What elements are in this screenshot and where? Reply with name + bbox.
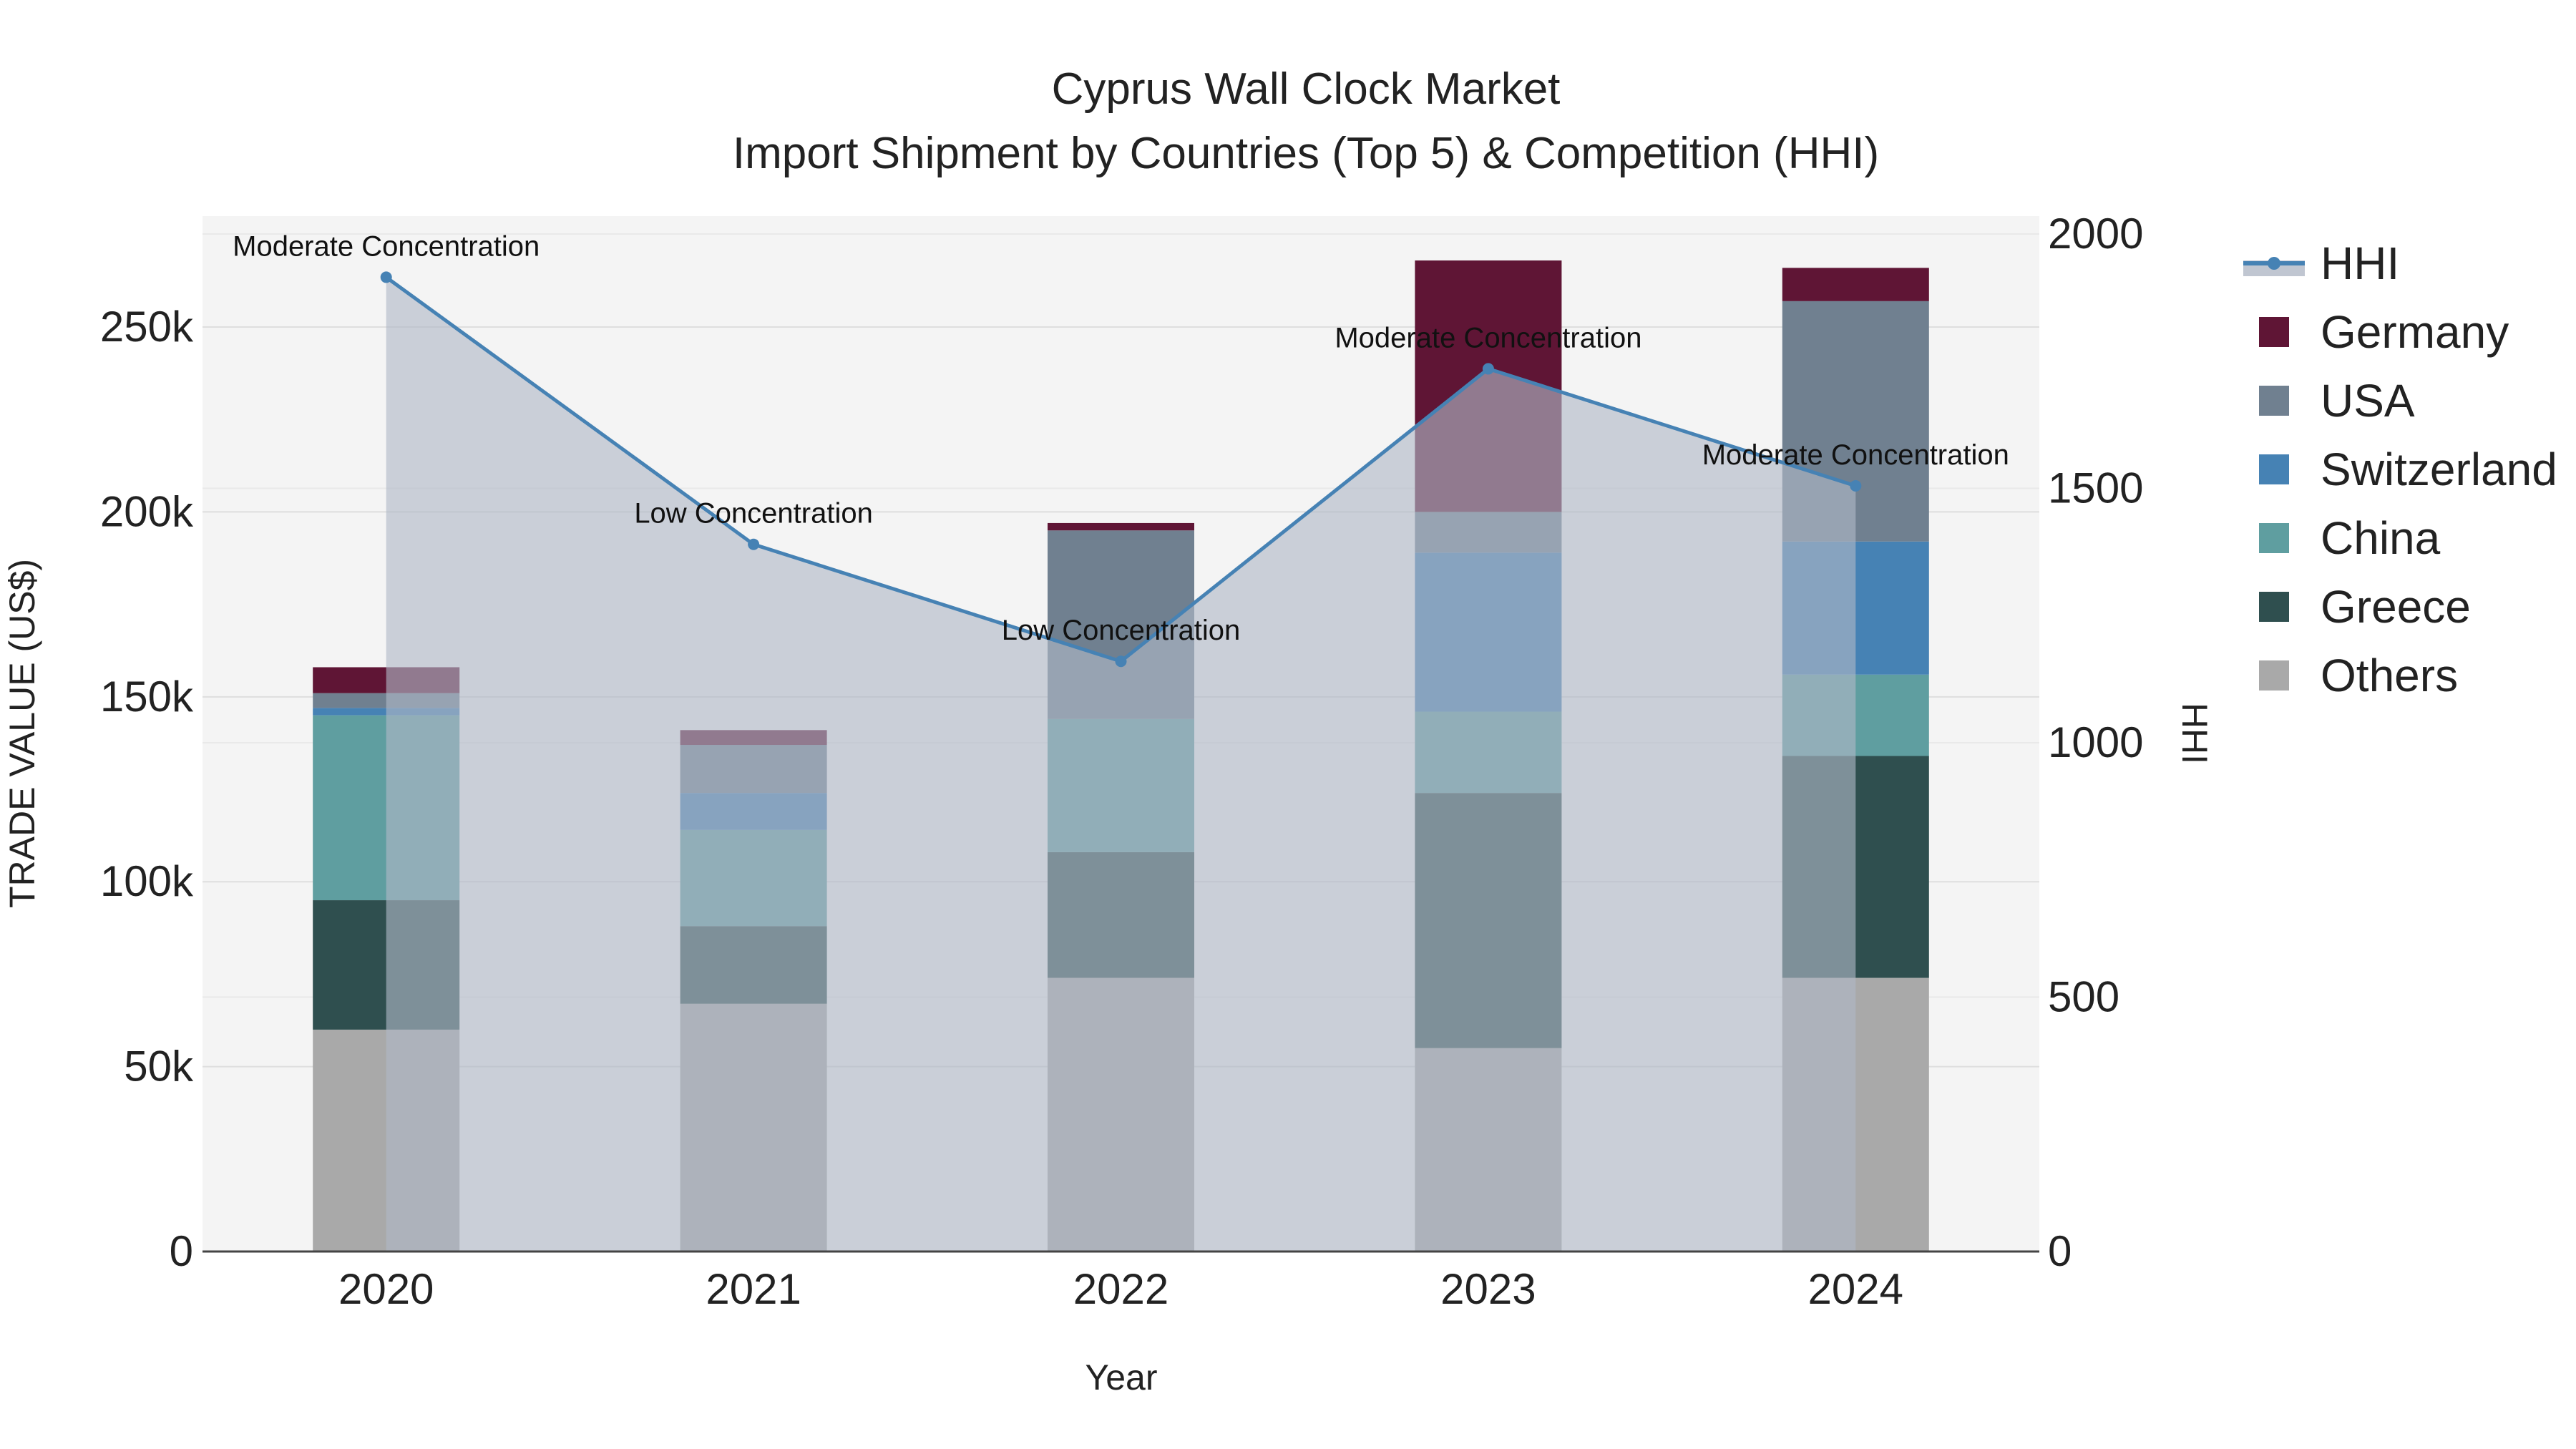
y-tick-150k: 150k — [100, 673, 194, 721]
hhi-point-2024[interactable] — [1850, 479, 1862, 492]
hhi-area — [386, 277, 1856, 1252]
legend-label-hhi[interactable]: HHI — [2321, 238, 2399, 289]
hhi-label-2024: Moderate Concentration — [1702, 439, 2009, 471]
legend-label-usa[interactable]: USA — [2321, 375, 2415, 426]
y2-tick-500: 500 — [2048, 973, 2119, 1021]
legend-label-switzerland[interactable]: Switzerland — [2321, 444, 2557, 495]
x-tick-labels: 2020 2021 2022 2023 2024 — [338, 1265, 1903, 1313]
y-axis-title: TRADE VALUE (US$) — [2, 559, 42, 908]
chart-title: Cyprus Wall Clock Market — [1052, 64, 1561, 114]
y-tick-50k: 50k — [124, 1043, 194, 1091]
x-tick-2023: 2023 — [1440, 1265, 1536, 1313]
hhi-point-2020[interactable] — [380, 271, 392, 283]
y-tick-100k: 100k — [100, 857, 194, 905]
legend-label-germany[interactable]: Germany — [2321, 306, 2509, 358]
legend-label-china[interactable]: China — [2321, 512, 2441, 564]
y2-tick-1000: 1000 — [2048, 718, 2143, 766]
legend-label-others[interactable]: Others — [2321, 650, 2458, 701]
legend-swatch-switzerland — [2259, 454, 2289, 484]
legend-swatch-hhi-marker — [2268, 257, 2280, 270]
y2-axis-title: HHI — [2175, 703, 2215, 764]
x-axis-title: Year — [1085, 1357, 1157, 1397]
legend-swatch-greece — [2259, 592, 2289, 622]
y2-tick-1500: 1500 — [2048, 464, 2143, 512]
chart-subtitle: Import Shipment by Countries (Top 5) & C… — [733, 129, 1879, 178]
legend: HHI Germany USA Switzerland China Greece Other… — [2243, 238, 2557, 701]
hhi-label-2020: Moderate Concentration — [233, 230, 540, 262]
hhi-label-2022: Low Concentration — [1002, 615, 1241, 646]
legend-swatch-usa — [2259, 386, 2289, 416]
hhi-label-2021: Low Concentration — [634, 498, 873, 530]
x-tick-2021: 2021 — [706, 1265, 801, 1313]
y2-tick-0: 0 — [2048, 1227, 2072, 1275]
legend-swatch-others — [2259, 660, 2289, 691]
legend-swatch-china — [2259, 523, 2289, 553]
y-tick-labels: 0 50k 100k 150k 200k 250k — [100, 303, 194, 1275]
x-tick-2022: 2022 — [1073, 1265, 1169, 1313]
hhi-point-2022[interactable] — [1115, 655, 1127, 668]
hhi-point-2023[interactable] — [1482, 363, 1494, 375]
hhi-point-2021[interactable] — [748, 538, 760, 550]
bar-germany-2022[interactable] — [1048, 522, 1194, 531]
legend-label-greece[interactable]: Greece — [2321, 581, 2471, 633]
x-tick-2020: 2020 — [338, 1265, 434, 1313]
y-tick-0: 0 — [170, 1227, 193, 1275]
x-tick-2024: 2024 — [1808, 1265, 1903, 1313]
y-tick-250k: 250k — [100, 303, 194, 351]
y2-tick-2000: 2000 — [2048, 210, 2143, 258]
hhi-label-2023: Moderate Concentration — [1335, 322, 1641, 353]
annotations-layer: Moderate Concentration Low Concentration L… — [233, 230, 2009, 646]
legend-swatch-germany — [2259, 317, 2289, 347]
hhi-line-layer — [380, 271, 1862, 1252]
y-tick-200k: 200k — [100, 487, 194, 535]
y2-tick-labels: 0 500 1000 1500 2000 — [2048, 210, 2143, 1275]
bar-germany-2024[interactable] — [1782, 268, 1929, 301]
